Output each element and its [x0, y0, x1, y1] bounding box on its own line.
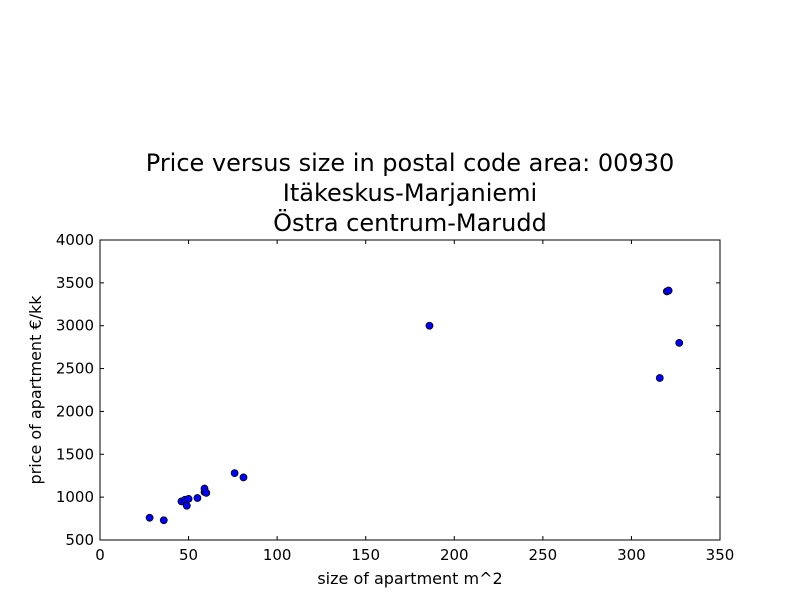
data-point	[664, 286, 673, 295]
y-tick-label: 1000	[56, 488, 94, 506]
chart-title-line-3: Östra centrum-Marudd	[273, 209, 547, 237]
x-tick-label: 200	[440, 546, 469, 564]
x-tick-label: 100	[263, 546, 292, 564]
data-point	[239, 473, 248, 482]
y-axis-label: price of apartment €/kk	[26, 295, 45, 485]
chart-title-line-2: Itäkeskus-Marjaniemi	[282, 179, 538, 207]
axis-ticks: 0 50 100 150 200 250 300 350 500 1000 1500 2000 2500…	[56, 231, 735, 564]
x-tick-label: 50	[179, 546, 198, 564]
x-tick-label: 350	[706, 546, 735, 564]
y-tick-label: 3500	[56, 274, 94, 292]
x-tick-label: 150	[351, 546, 380, 564]
plot-area-frame	[99, 239, 721, 541]
data-point	[230, 469, 239, 478]
x-tick-label: 300	[617, 546, 646, 564]
x-tick-label: 250	[529, 546, 558, 564]
data-point	[184, 494, 193, 503]
data-point	[145, 513, 154, 522]
data-point	[202, 488, 211, 497]
y-tick-label: 2000	[56, 402, 94, 420]
y-tick-label: 1500	[56, 445, 94, 463]
data-point	[159, 516, 168, 525]
y-tick-label: 2500	[56, 360, 94, 378]
x-tick-label: 0	[95, 546, 105, 564]
x-axis-label: size of apartment m^2	[317, 569, 502, 588]
data-point	[182, 501, 191, 510]
chart-title-line-1: Price versus size in postal code area: 0…	[145, 149, 675, 177]
data-point	[193, 494, 202, 502]
data-points	[145, 286, 684, 525]
data-point	[425, 321, 434, 330]
data-point	[675, 338, 684, 347]
y-tick-label: 4000	[56, 231, 94, 249]
chart-title: Price versus size in postal code area: 0…	[0, 148, 800, 238]
y-tick-label: 500	[65, 531, 94, 549]
data-point	[655, 374, 664, 382]
y-tick-label: 3000	[56, 317, 94, 335]
